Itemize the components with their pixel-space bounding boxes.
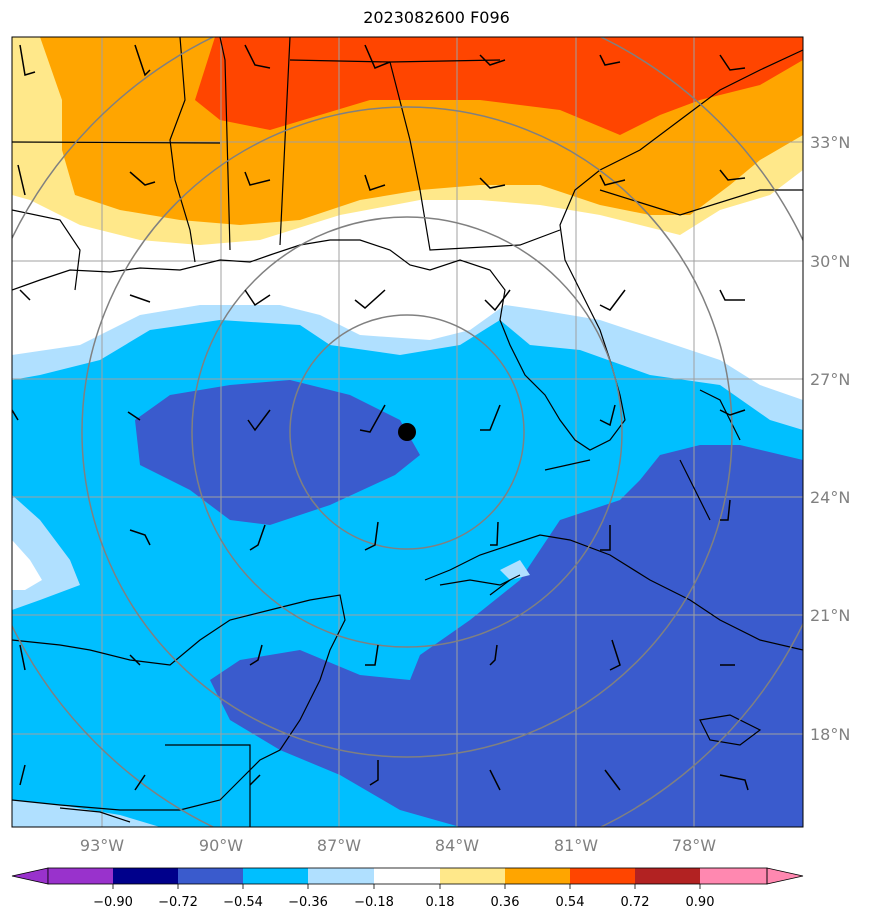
lon-label-90: 90°W xyxy=(199,836,243,855)
field-royal-west xyxy=(135,380,420,525)
field-royal-south xyxy=(210,445,803,827)
colorbar-segment-10 xyxy=(700,868,767,884)
range-rings xyxy=(12,37,803,827)
colorbar-frame xyxy=(47,867,768,885)
colorbar-ticks xyxy=(112,884,701,889)
colorbar: −0.90 −0.72 −0.54 −0.36 −0.18 0.18 0.36 … xyxy=(11,867,804,910)
wind-barbs xyxy=(12,44,749,791)
lat-label-21: 21°N xyxy=(810,606,850,625)
colorbar-extend-high xyxy=(766,867,804,885)
lon-label-87: 87°W xyxy=(317,836,361,855)
colorbar-segment-5 xyxy=(374,868,440,884)
lon-label-81: 81°W xyxy=(554,836,598,855)
map-title: 2023082600 F096 xyxy=(363,8,510,27)
colorbar-label-3: −0.36 xyxy=(288,895,328,910)
colorbar-segment-6 xyxy=(440,868,505,884)
center-marker xyxy=(398,423,416,441)
colorbar-label-0: −0.90 xyxy=(93,895,133,910)
map-panel xyxy=(12,37,803,827)
colorbar-label-5: 0.18 xyxy=(426,895,455,910)
lon-label-84: 84°W xyxy=(435,836,479,855)
colorbar-segment-1 xyxy=(113,868,178,884)
colorbar-segment-0 xyxy=(48,868,113,884)
lat-label-24: 24°N xyxy=(810,488,850,507)
colorbar-label-6: 0.36 xyxy=(491,895,520,910)
colorbar-label-2: −0.54 xyxy=(223,895,263,910)
colorbar-label-1: −0.72 xyxy=(158,895,198,910)
lat-label-33: 33°N xyxy=(810,133,850,152)
lat-label-30: 30°N xyxy=(810,252,850,271)
colorbar-segment-3 xyxy=(243,868,308,884)
lon-label-93: 93°W xyxy=(80,836,124,855)
field-white-w xyxy=(12,540,42,590)
colorbar-segment-7 xyxy=(505,868,570,884)
colorbar-extend-low xyxy=(11,867,49,885)
colorbar-segment-2 xyxy=(178,868,243,884)
colorbar-label-7: 0.54 xyxy=(556,895,585,910)
colorbar-segment-4 xyxy=(308,868,374,884)
map-frame xyxy=(11,36,804,828)
colorbar-segment-9 xyxy=(635,868,700,884)
colorbar-label-9: 0.90 xyxy=(686,895,715,910)
graticule xyxy=(12,37,803,827)
lon-label-78: 78°W xyxy=(672,836,716,855)
lat-label-27: 27°N xyxy=(810,370,850,389)
colorbar-label-4: −0.18 xyxy=(354,895,394,910)
lat-label-18: 18°N xyxy=(810,725,850,744)
colorbar-segment-8 xyxy=(570,868,635,884)
field-light-blue-cuba xyxy=(500,560,530,580)
colorbar-label-8: 0.72 xyxy=(621,895,650,910)
